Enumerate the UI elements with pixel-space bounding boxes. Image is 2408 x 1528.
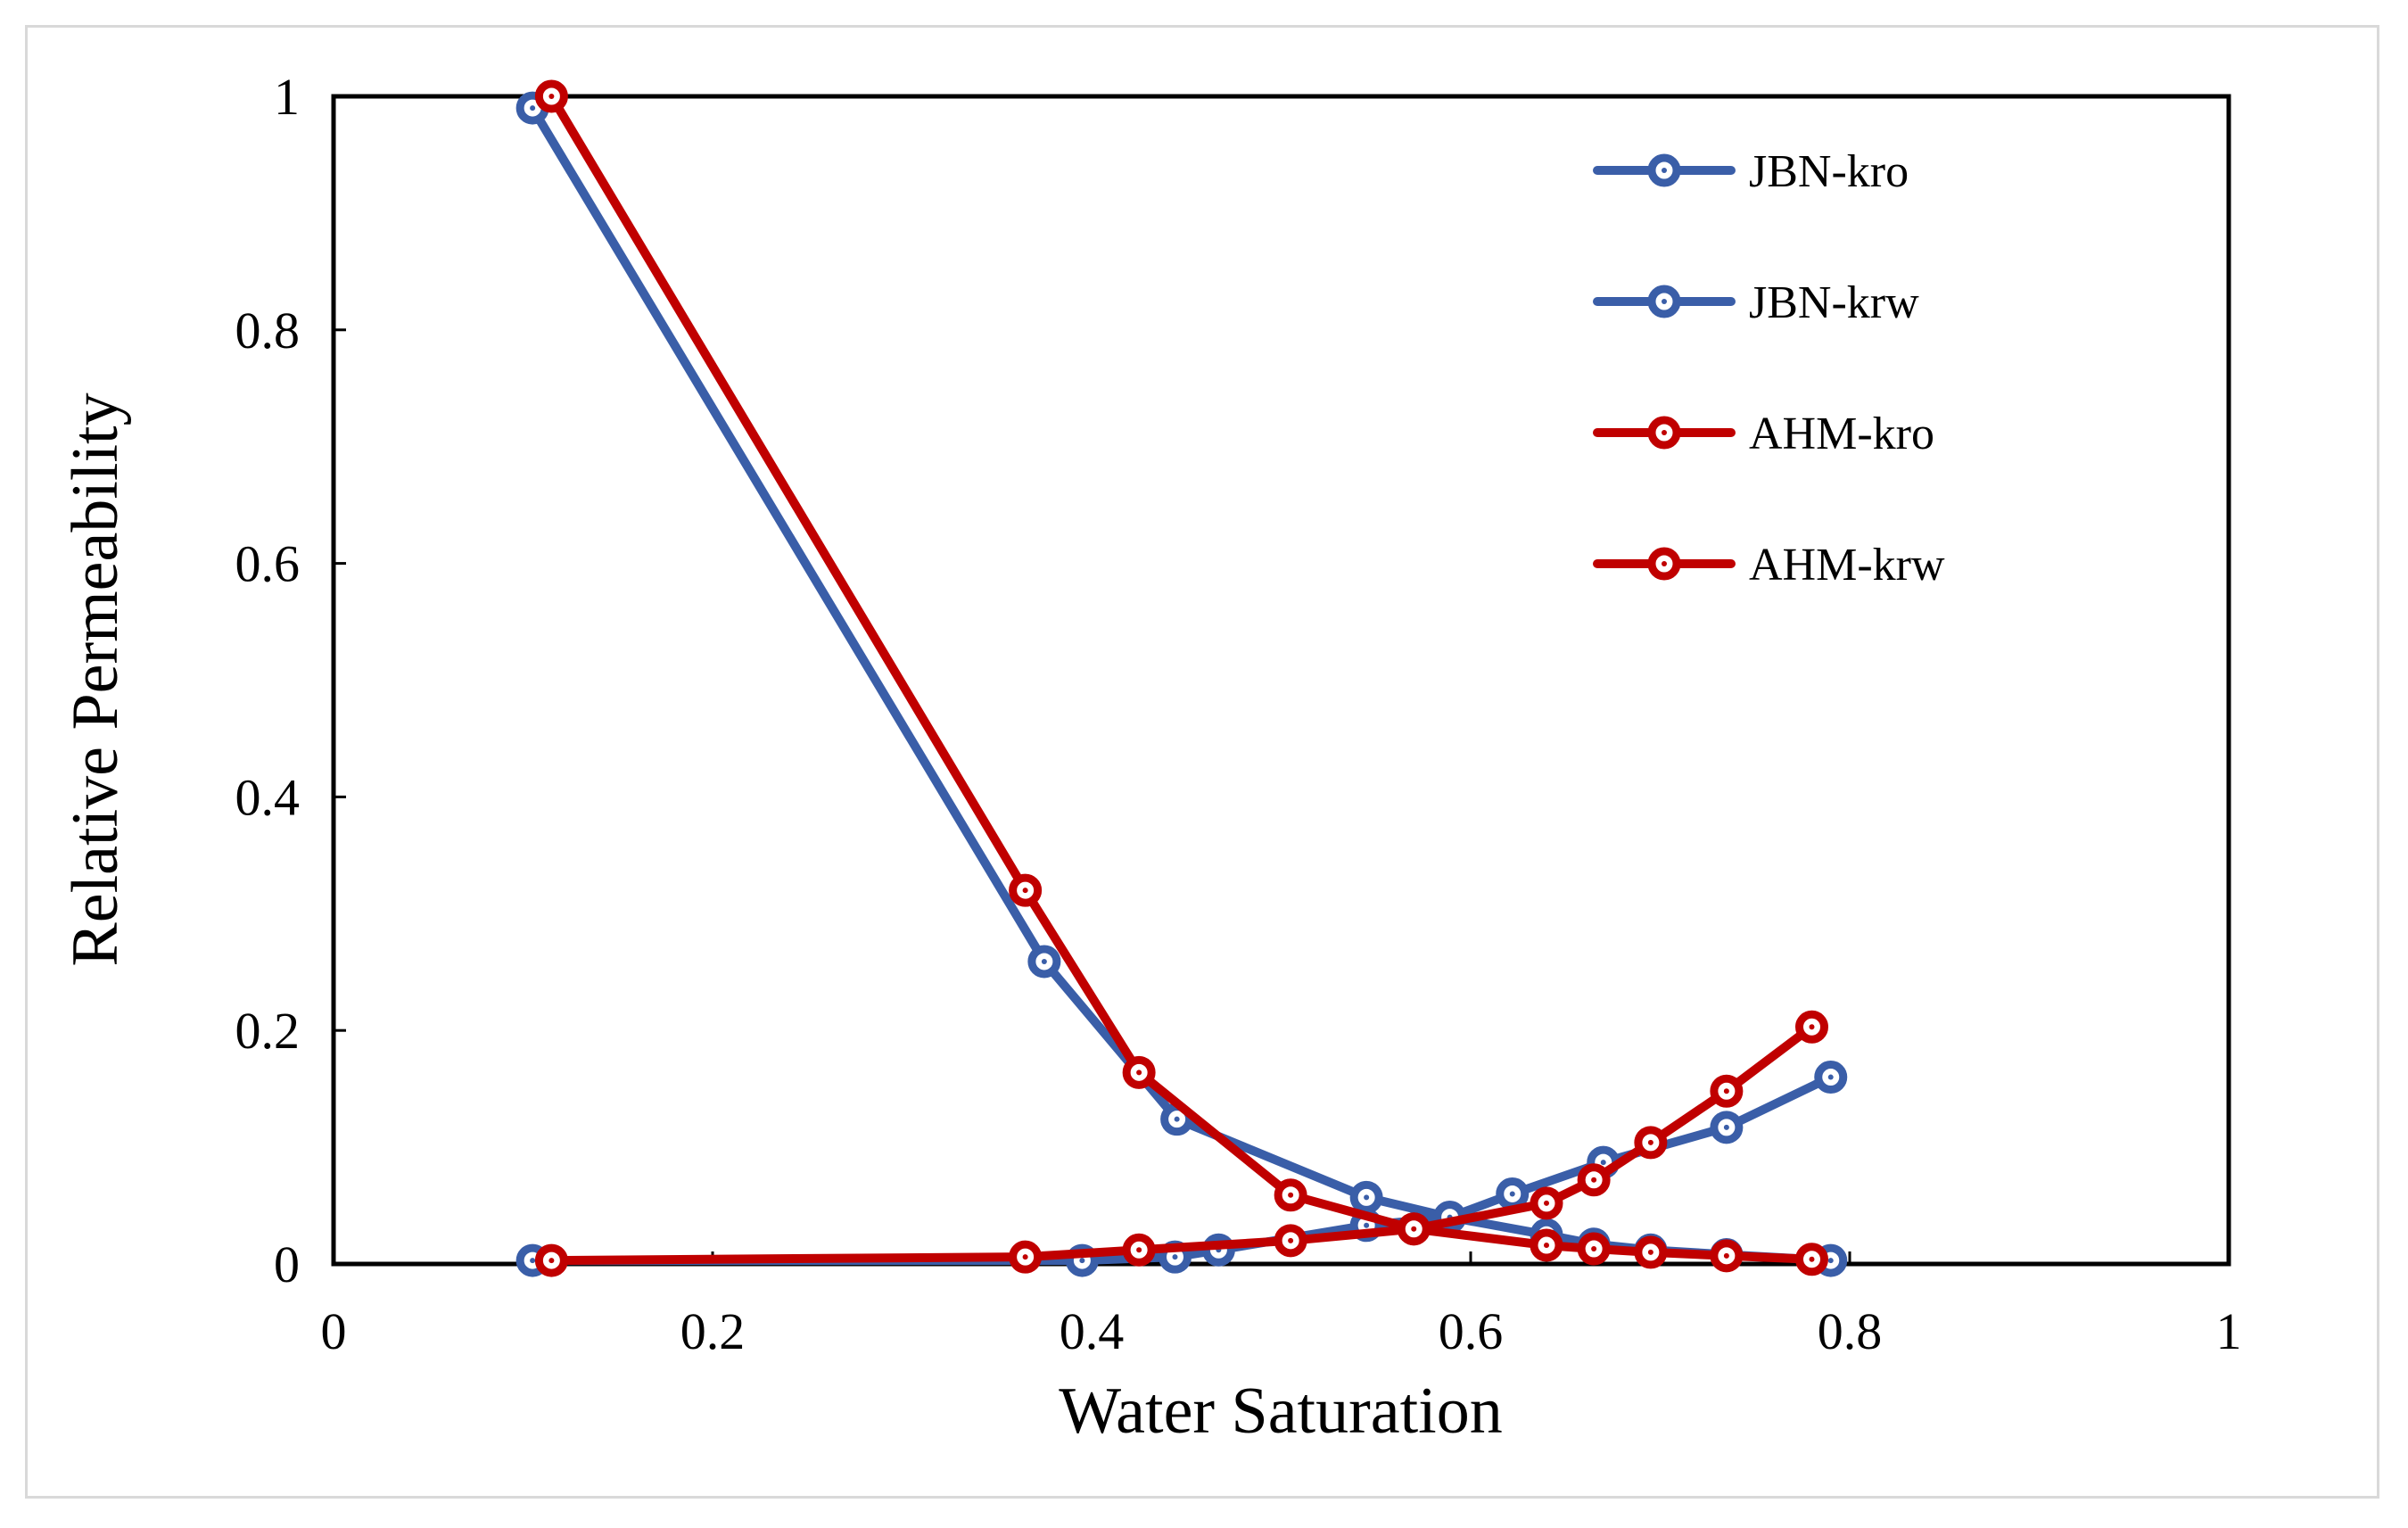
data-point-center bbox=[1600, 1160, 1606, 1166]
data-point-center bbox=[1288, 1192, 1294, 1198]
legend-item: AHM-kro bbox=[1593, 409, 1934, 459]
data-point-center bbox=[1723, 1252, 1729, 1259]
data-point-center bbox=[1647, 1139, 1653, 1145]
data-point-center bbox=[530, 1258, 536, 1264]
data-point-center bbox=[1544, 1243, 1549, 1249]
data-point-center bbox=[1022, 888, 1028, 894]
legend-swatch-dot bbox=[1662, 430, 1667, 435]
data-point-center bbox=[1827, 1074, 1834, 1080]
data-point-center bbox=[1136, 1070, 1142, 1076]
x-tick-label: 0.8 bbox=[1818, 1302, 1883, 1360]
data-point-center bbox=[1022, 1254, 1028, 1260]
data-point-center bbox=[1136, 1247, 1142, 1253]
legend-label: JBN-krw bbox=[1749, 277, 1919, 328]
legend: JBN-kro JBN-krw AHM-kro AHM-krw bbox=[1593, 146, 1945, 591]
x-tick-label: 0.4 bbox=[1060, 1302, 1125, 1360]
data-point-center bbox=[1041, 958, 1047, 964]
series-line bbox=[547, 92, 1817, 1264]
data-point-center bbox=[1411, 1226, 1417, 1232]
series-ahm-krw bbox=[534, 1010, 1828, 1277]
y-axis-ticks: 0 0.2 0.4 0.6 0.8 1 bbox=[235, 68, 346, 1293]
data-point-center bbox=[1079, 1258, 1085, 1264]
legend-swatch-dot bbox=[1662, 299, 1667, 304]
series-line bbox=[547, 1022, 1817, 1266]
legend-label: AHM-krw bbox=[1749, 540, 1945, 591]
data-point-center bbox=[1544, 1200, 1549, 1206]
data-point-center bbox=[1591, 1177, 1597, 1183]
data-point-center bbox=[1591, 1245, 1597, 1251]
plot-area bbox=[331, 94, 2231, 1267]
x-tick-label: 0.6 bbox=[1439, 1302, 1504, 1360]
series-jbn-kro bbox=[515, 91, 1848, 1277]
data-point-center bbox=[1827, 1258, 1834, 1264]
y-tick-label: 1 bbox=[274, 68, 300, 126]
x-tick-label: 0.2 bbox=[680, 1302, 746, 1360]
legend-item: AHM-krw bbox=[1593, 540, 1945, 591]
data-point-center bbox=[530, 105, 536, 112]
y-tick-label: 0.8 bbox=[235, 301, 301, 359]
data-point-center bbox=[548, 1258, 555, 1264]
data-point-center bbox=[1809, 1024, 1815, 1030]
series-layer bbox=[515, 79, 1848, 1277]
chart-frame: 0 0.2 0.4 0.6 0.8 1 0 0.2 0.4 0.6 0.8 1 Water Satu… bbox=[25, 25, 2379, 1499]
data-point-center bbox=[1723, 1124, 1729, 1130]
y-tick-label: 0 bbox=[274, 1235, 300, 1293]
x-tick-label: 0 bbox=[321, 1302, 347, 1360]
data-point-center bbox=[1288, 1237, 1294, 1243]
series-line bbox=[528, 103, 1835, 1266]
legend-label: JBN-kro bbox=[1749, 146, 1909, 197]
y-tick-label: 0.6 bbox=[235, 535, 301, 593]
x-tick-label: 1 bbox=[2216, 1302, 2242, 1360]
data-point-center bbox=[1809, 1256, 1815, 1262]
x-axis-title: Water Saturation bbox=[1059, 1375, 1502, 1448]
legend-label: AHM-kro bbox=[1749, 409, 1934, 459]
y-tick-label: 0.4 bbox=[235, 768, 301, 826]
x-axis-ticks: 0 0.2 0.4 0.6 0.8 1 bbox=[321, 1251, 2242, 1360]
data-point-center bbox=[1172, 1254, 1178, 1260]
y-tick-label: 0.2 bbox=[235, 1002, 301, 1060]
data-point-center bbox=[1364, 1194, 1370, 1201]
data-point-center bbox=[1509, 1191, 1515, 1197]
data-point-center bbox=[548, 94, 555, 99]
legend-item: JBN-krw bbox=[1593, 277, 1919, 328]
data-point-center bbox=[1723, 1088, 1729, 1094]
legend-swatch-dot bbox=[1662, 168, 1667, 173]
data-point-center bbox=[1647, 1249, 1653, 1255]
legend-swatch-dot bbox=[1662, 561, 1667, 566]
legend-item: JBN-kro bbox=[1593, 146, 1909, 197]
data-point-center bbox=[1174, 1116, 1180, 1122]
y-axis-title: Relative Permeability bbox=[59, 392, 132, 966]
series-ahm-kro bbox=[534, 79, 1828, 1276]
relative-permeability-chart: 0 0.2 0.4 0.6 0.8 1 0 0.2 0.4 0.6 0.8 1 Water Satu… bbox=[59, 68, 2242, 1448]
data-point-center bbox=[1364, 1222, 1370, 1228]
